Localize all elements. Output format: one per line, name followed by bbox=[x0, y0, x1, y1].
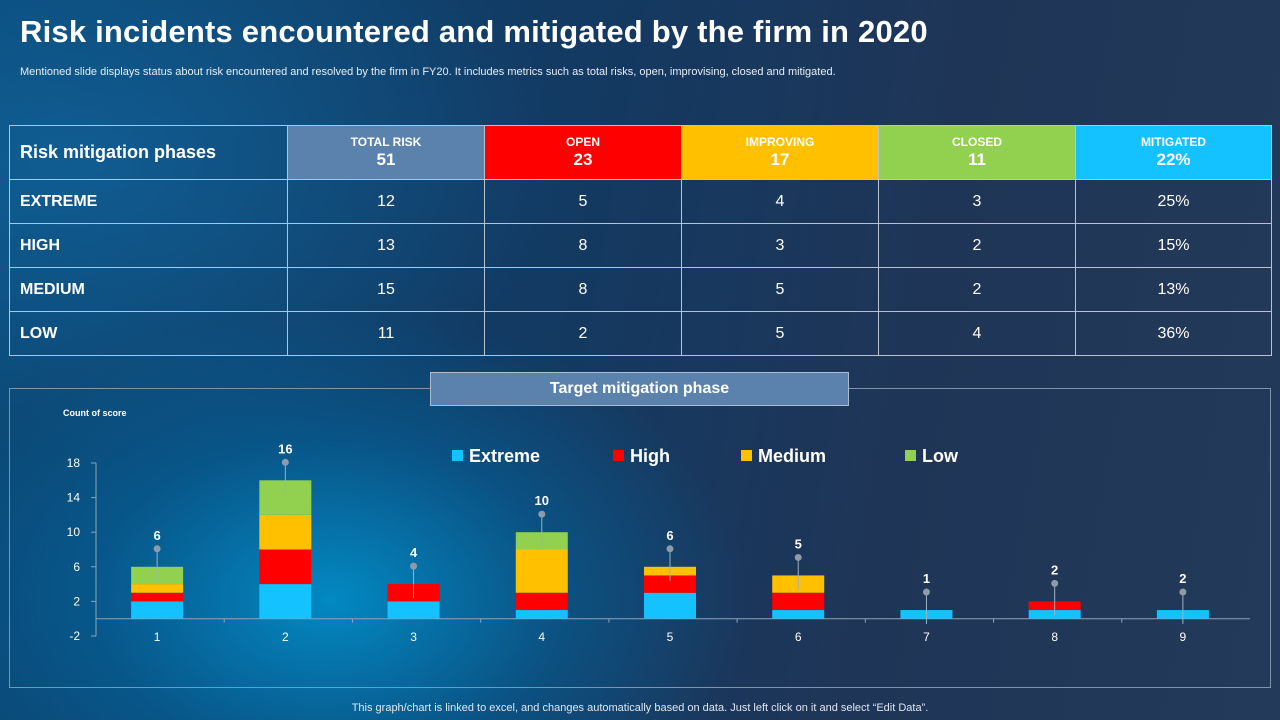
page-subtitle: Mentioned slide displays status about ri… bbox=[20, 66, 836, 78]
table-cell: 4 bbox=[681, 179, 879, 224]
risk-table: Risk mitigation phases TOTAL RISK 51 OPE… bbox=[9, 125, 1272, 356]
bar-segment-extreme bbox=[387, 601, 440, 619]
x-tick-label: 5 bbox=[667, 630, 674, 644]
x-tick-label: 7 bbox=[923, 630, 930, 644]
table-cell: 2 bbox=[878, 223, 1076, 268]
table-cell: 3 bbox=[878, 179, 1076, 224]
legend-label-medium: Medium bbox=[758, 446, 826, 466]
data-label: 2 bbox=[1051, 562, 1058, 577]
column-header-total-risk: TOTAL RISK 51 bbox=[287, 125, 485, 180]
table-cell: 5 bbox=[681, 311, 879, 356]
bar-segment-extreme bbox=[772, 610, 825, 619]
table-row-low: LOW 11 2 5 4 36% bbox=[9, 311, 1272, 356]
y-tick-label: -2 bbox=[69, 629, 80, 643]
legend-swatch-high bbox=[613, 450, 624, 461]
column-total: 51 bbox=[376, 149, 396, 169]
bar-segment-high bbox=[644, 575, 696, 593]
data-label: 6 bbox=[666, 528, 673, 543]
row-label: HIGH bbox=[9, 223, 288, 268]
x-tick-label: 9 bbox=[1180, 630, 1187, 644]
x-tick-label: 3 bbox=[410, 630, 417, 644]
data-label-dot bbox=[666, 545, 674, 553]
bar-segment-extreme bbox=[131, 601, 184, 619]
column-header-improving: IMPROVING 17 bbox=[681, 125, 879, 180]
legend-label-high: High bbox=[630, 446, 670, 466]
table-cell: 13% bbox=[1075, 267, 1272, 312]
table-cell: 12 bbox=[287, 179, 485, 224]
data-label-dot bbox=[281, 458, 289, 466]
column-label: CLOSED bbox=[951, 134, 1002, 149]
x-tick-label: 2 bbox=[282, 630, 289, 644]
chart-title: Target mitigation phase bbox=[430, 372, 849, 406]
data-label-dot bbox=[1179, 588, 1187, 596]
column-header-open: OPEN 23 bbox=[484, 125, 682, 180]
data-label: 4 bbox=[410, 545, 418, 560]
bar-segment-extreme bbox=[259, 584, 312, 619]
bar-segment-high bbox=[515, 592, 568, 611]
legend-swatch-medium bbox=[741, 450, 752, 461]
data-label-dot bbox=[410, 562, 418, 570]
table-row-high: HIGH 13 8 3 2 15% bbox=[9, 223, 1272, 268]
legend-label-low: Low bbox=[922, 446, 959, 466]
data-label: 1 bbox=[923, 571, 930, 586]
column-total: 17 bbox=[770, 149, 790, 169]
bar-segment-medium bbox=[131, 584, 184, 593]
y-tick-label: 10 bbox=[67, 525, 81, 539]
column-total: 22% bbox=[1156, 149, 1191, 169]
page-title: Risk incidents encountered and mitigated… bbox=[20, 14, 928, 49]
table-row-extreme: EXTREME 12 5 4 3 25% bbox=[9, 179, 1272, 224]
data-label-dot bbox=[794, 553, 802, 561]
column-label: TOTAL RISK bbox=[350, 134, 422, 149]
data-label-dot bbox=[922, 588, 930, 596]
bar-segment-high bbox=[259, 549, 312, 585]
y-tick-label: 6 bbox=[73, 560, 80, 574]
table-cell: 5 bbox=[681, 267, 879, 312]
x-tick-label: 1 bbox=[154, 630, 161, 644]
y-tick-label: 18 bbox=[67, 456, 81, 470]
table-cell: 4 bbox=[878, 311, 1076, 356]
bar-segment-medium bbox=[515, 549, 568, 593]
table-cell: 11 bbox=[287, 311, 485, 356]
legend-label-extreme: Extreme bbox=[469, 446, 540, 466]
column-total: 23 bbox=[573, 149, 593, 169]
bar-segment-high bbox=[772, 592, 825, 611]
table-header-row: Risk mitigation phases TOTAL RISK 51 OPE… bbox=[9, 125, 1272, 180]
data-label-dot bbox=[538, 510, 546, 518]
legend-swatch-low bbox=[905, 450, 916, 461]
data-label: 6 bbox=[153, 528, 160, 543]
column-label: OPEN bbox=[565, 134, 600, 149]
column-label: IMPROVING bbox=[745, 134, 815, 149]
data-label: 5 bbox=[795, 536, 802, 551]
table-cell: 15% bbox=[1075, 223, 1272, 268]
table-cell: 2 bbox=[484, 311, 682, 356]
column-label: MITIGATED bbox=[1140, 134, 1207, 149]
bar-segment-high bbox=[131, 592, 184, 602]
row-label: LOW bbox=[9, 311, 288, 356]
y-tick-label: 2 bbox=[73, 594, 80, 608]
legend-swatch-extreme bbox=[452, 450, 463, 461]
x-tick-label: 8 bbox=[1051, 630, 1058, 644]
table-cell: 36% bbox=[1075, 311, 1272, 356]
column-total: 11 bbox=[968, 149, 986, 169]
y-tick-label: 14 bbox=[67, 491, 81, 505]
data-label: 16 bbox=[278, 441, 292, 456]
bar-segment-extreme bbox=[515, 610, 568, 619]
bar-segment-extreme bbox=[644, 592, 696, 619]
row-label: MEDIUM bbox=[9, 267, 288, 312]
data-label: 2 bbox=[1179, 571, 1186, 586]
table-cell: 25% bbox=[1075, 179, 1272, 224]
bar-segment-medium bbox=[259, 514, 312, 550]
data-label: 10 bbox=[535, 493, 549, 508]
footer-note: This graph/chart is linked to excel, and… bbox=[351, 702, 929, 714]
column-header-closed: CLOSED 11 bbox=[878, 125, 1076, 180]
data-label-dot bbox=[1051, 579, 1059, 587]
column-header-mitigated: MITIGATED 22% bbox=[1075, 125, 1272, 180]
data-label-dot bbox=[153, 545, 161, 553]
x-tick-label: 4 bbox=[538, 630, 545, 644]
table-cell: 2 bbox=[878, 267, 1076, 312]
x-tick-label: 6 bbox=[795, 630, 802, 644]
y-axis-label: Count of score bbox=[63, 408, 127, 418]
